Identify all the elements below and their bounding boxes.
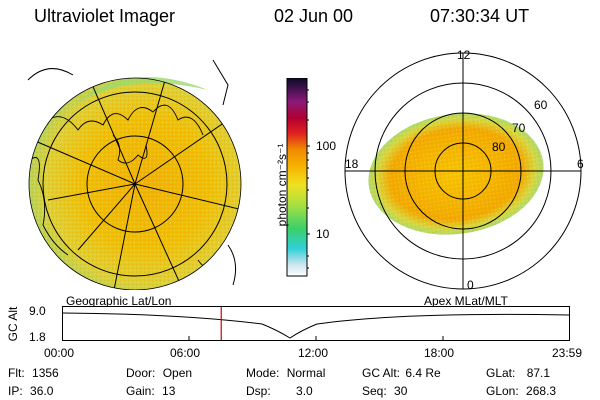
x-tick-1800: 18:00 [424,346,455,360]
info-ip: IP: 36.0 [8,384,53,398]
info-glon: GLon: 268.3 [486,384,556,398]
mode-label: Mode: [246,366,280,380]
flt-value: 1356 [32,366,59,380]
colorbar-tick-10: 10 [316,227,330,241]
app-title: Ultraviolet Imager [34,6,176,26]
polar-plot [344,52,582,290]
mode-value: Normal [286,366,326,380]
mlt-label-18: 18 [345,157,359,171]
x-tick-0000: 00:00 [44,346,75,360]
glat-label: GLat: [486,366,516,380]
dsp-value: 3.0 [296,384,313,398]
x-tick-2359: 23:59 [552,346,583,360]
glat-value: 87.1 [526,366,551,380]
info-glat: GLat: 87.1 [486,366,550,380]
info-flt: Flt: 1356 [8,366,59,380]
seq-label: Seq: [362,384,387,398]
geographic-image [27,59,242,290]
lat-label-80: 80 [492,140,506,154]
gain-label: Gain: [126,384,155,398]
gcalt-value: 6.4 Re [405,366,441,380]
mlt-label-6: 6 [577,157,584,171]
lat-circle [86,135,184,233]
flt-label: Flt: [8,366,25,380]
ip-value: 36.0 [30,384,54,398]
gcalt-label: GC Alt: [362,366,401,380]
x-tick-1200: 12:00 [298,346,329,360]
geographic-label: Geographic Lat/Lon [66,294,172,308]
info-dsp: Dsp: 3.0 [246,384,313,398]
lat-label-70: 70 [512,121,526,135]
info-gain: Gain: 13 [126,384,175,398]
glon-label: GLon: [486,384,519,398]
time-label: 07:30:34 UT [430,6,530,26]
mlt-label-12: 12 [457,48,471,62]
timeline-plot [62,306,570,341]
glon-value: 268.3 [526,384,557,398]
ip-label: IP: [8,384,23,398]
apex-label: Apex MLat/MLT [424,294,508,308]
door-value: Open [162,366,193,380]
colorbar-tick-100: 100 [316,139,337,153]
info-door: Door: Open [126,366,192,380]
door-label: Door: [126,366,156,380]
gain-value: 13 [162,384,176,398]
timeline-y-label: GC Alt [6,306,20,342]
colorbar-unit-label: photon cm⁻²s⁻¹ [275,143,289,227]
lat-circle [42,91,228,277]
mlt-label-0: 0 [467,278,474,292]
x-tick-0600: 06:00 [170,346,201,360]
info-gcalt: GC Alt: 6.4 Re [362,366,441,380]
lat-label-60: 60 [534,98,548,112]
dsp-label: Dsp: [246,384,271,398]
info-seq: Seq: 30 [362,384,407,398]
date-label: 02 Jun 00 [274,6,354,26]
info-mode: Mode: Normal [246,366,325,380]
y-tick-bottom: 1.8 [29,330,46,344]
y-tick-top: 9.0 [29,304,46,318]
colorbar [286,78,310,277]
seq-value: 30 [394,384,408,398]
